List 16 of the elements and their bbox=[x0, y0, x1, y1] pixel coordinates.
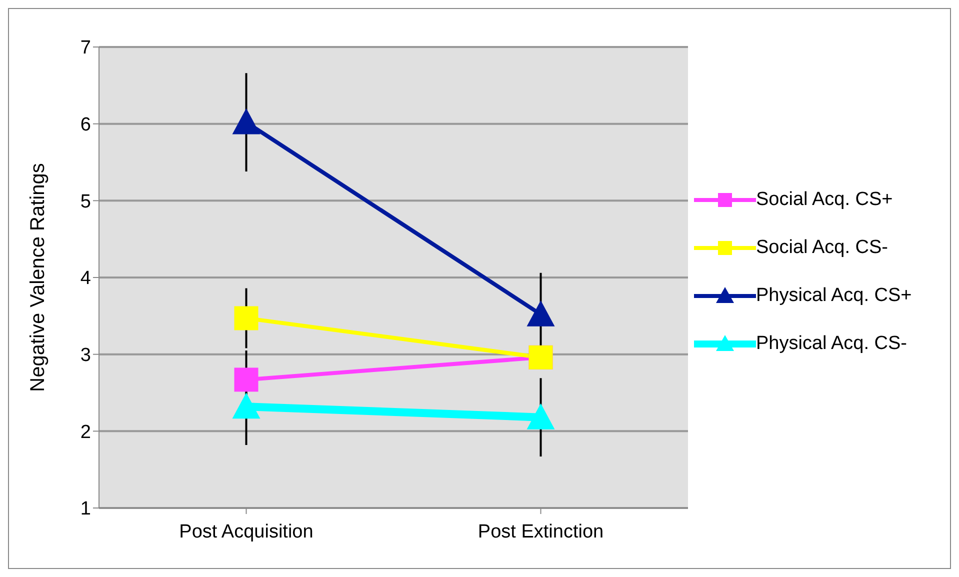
x-tick-label: Post Extinction bbox=[478, 521, 604, 542]
legend-label: Physical Acq. CS- bbox=[756, 333, 907, 355]
x-tick-label: Post Acquisition bbox=[179, 521, 314, 542]
y-tick-label: 6 bbox=[80, 114, 91, 136]
point bbox=[234, 368, 258, 392]
y-tick-label: 2 bbox=[80, 422, 91, 443]
y-tick-label: 5 bbox=[80, 191, 91, 212]
legend-label: Social Acq. CS+ bbox=[756, 189, 893, 211]
y-tick-label: 7 bbox=[80, 38, 91, 59]
legend-label: Social Acq. CS- bbox=[756, 237, 888, 259]
legend-label: Physical Acq. CS+ bbox=[756, 285, 912, 307]
y-tick-label: 3 bbox=[80, 345, 91, 366]
y-tick-label: 4 bbox=[80, 268, 92, 290]
y-tick-label: 1 bbox=[80, 498, 91, 520]
y-axis-title: Negative Valence Ratings bbox=[27, 163, 50, 392]
point bbox=[234, 306, 258, 330]
